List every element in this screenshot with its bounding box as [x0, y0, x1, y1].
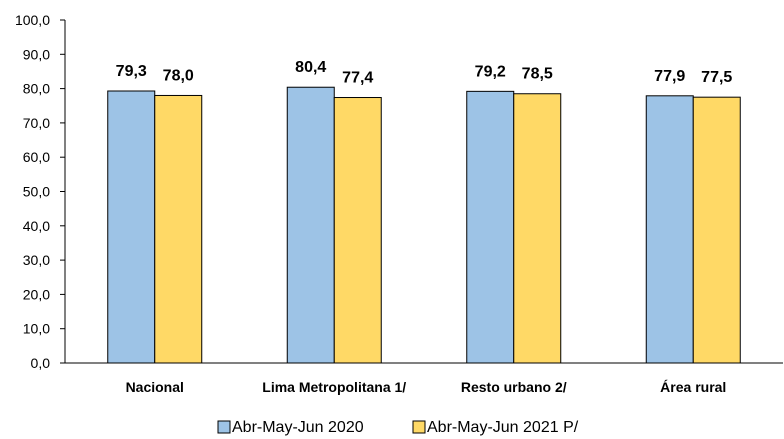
- y-tick-label: 40,0: [23, 218, 50, 234]
- y-axis: 0,0 10,0 20,0 30,0 40,0 50,0 60,0 70,0 80,0 90,0 1…: [15, 12, 66, 371]
- legend: Abr-May-Jun 2020 Abr-May-Jun 2021 P/: [217, 419, 579, 436]
- legend-label: Abr-May-Jun 2021 P/: [427, 419, 579, 436]
- data-label: 79,3: [116, 63, 147, 80]
- bar-series1: [466, 90, 515, 364]
- y-tick-label: 0,0: [31, 355, 51, 371]
- bar-series2: [333, 97, 382, 364]
- data-label: 77,4: [342, 70, 373, 87]
- y-tick-label: 60,0: [23, 149, 50, 165]
- x-tick-label: Resto urbano 2/: [461, 379, 567, 395]
- bar-series1: [645, 95, 694, 364]
- bar-series2: [154, 94, 203, 364]
- y-tick-label: 80,0: [23, 81, 50, 97]
- legend-swatch: [412, 420, 426, 434]
- y-tick-label: 50,0: [23, 184, 50, 200]
- y-tick-label: 10,0: [23, 321, 50, 337]
- y-tick-label: 100,0: [15, 12, 50, 28]
- data-labels: 79,3 78,0 80,4 77,4 79,2 78,5 77,9 77,5: [116, 59, 733, 86]
- y-tick-label: 90,0: [23, 46, 50, 62]
- data-label: 80,4: [295, 59, 326, 76]
- data-label: 79,2: [475, 63, 506, 80]
- bar-series1: [107, 90, 156, 364]
- y-tick-label: 20,0: [23, 286, 50, 302]
- y-tick-label: 70,0: [23, 115, 50, 131]
- bar-series2: [513, 93, 562, 364]
- data-label: 77,5: [701, 69, 732, 86]
- legend-swatch: [217, 420, 231, 434]
- data-label: 77,9: [654, 68, 685, 85]
- x-tick-label: Lima Metropolitana 1/: [262, 379, 406, 395]
- bars: [107, 86, 741, 364]
- legend-label: Abr-May-Jun 2020: [232, 419, 364, 436]
- bar-series1: [286, 86, 335, 364]
- category-labels: Nacional Lima Metropolitana 1/Resto urban…: [126, 379, 727, 395]
- data-label: 78,5: [522, 66, 553, 83]
- x-tick-label: Área rural: [660, 379, 726, 395]
- x-tick-label: Nacional: [126, 379, 184, 395]
- data-label: 78,0: [163, 67, 194, 84]
- bar-series2: [692, 96, 741, 364]
- y-tick-label: 30,0: [23, 252, 50, 268]
